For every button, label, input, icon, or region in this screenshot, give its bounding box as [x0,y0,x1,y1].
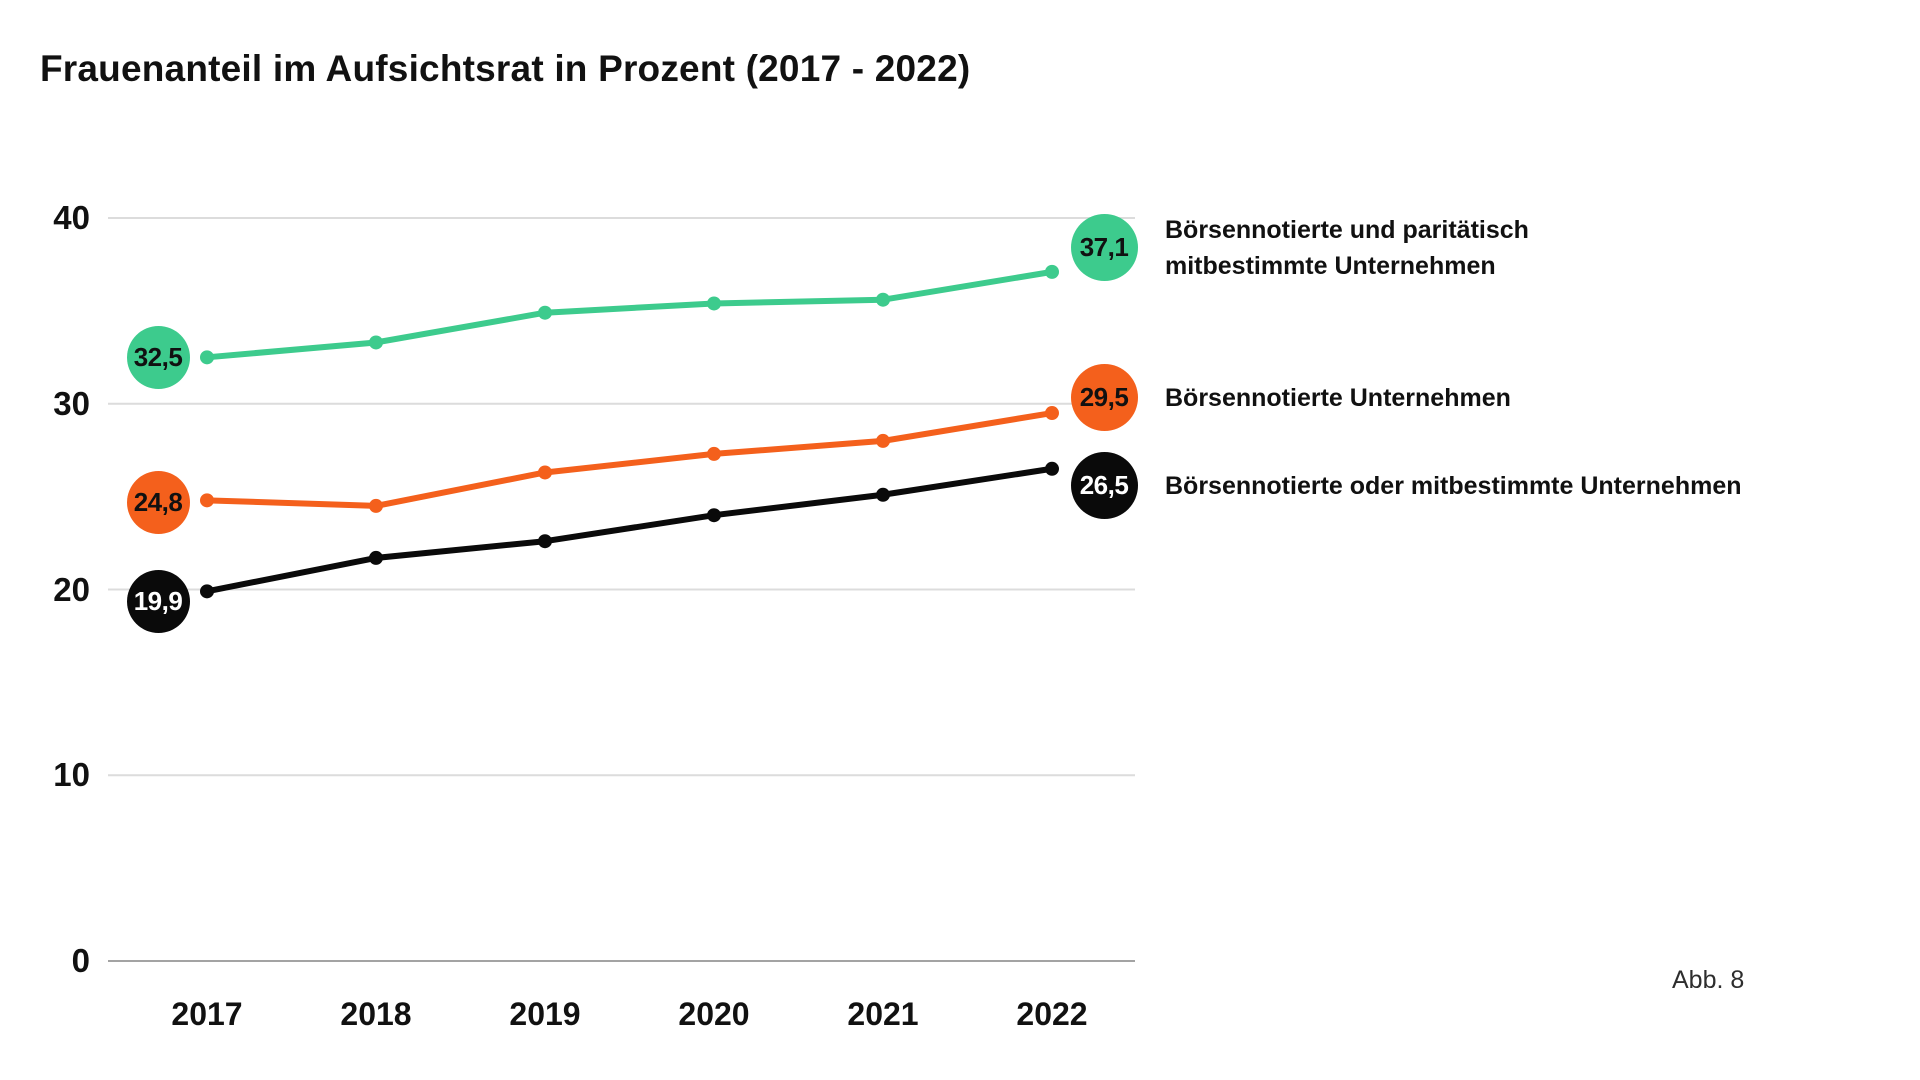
legend-item-boersennotierte-und-paritaetisch-mitbestimmte: Börsennotierte und paritätisch mitbestim… [1165,212,1529,284]
data-point-marker [1045,264,1059,279]
y-axis-label-40: 40 [53,199,90,236]
legend-item-boersennotierte: Börsennotierte Unternehmen [1165,380,1511,416]
data-point-marker [707,508,721,523]
value-badge: 29,5 [1070,363,1138,431]
value-badge: 19,9 [126,569,190,633]
data-point-marker [876,292,890,307]
x-axis-label-2017: 2017 [171,996,243,1032]
data-point-marker [1045,461,1059,476]
x-axis-label-2018: 2018 [340,996,412,1032]
series-line-0 [204,268,1055,361]
data-point-marker [538,465,552,480]
data-point-marker [707,446,721,461]
value-badge: 37,1 [1070,214,1138,282]
data-point-marker [200,584,214,599]
value-badge: 26,5 [1070,452,1138,520]
value-badge: 24,8 [126,470,190,534]
data-point-marker [876,487,890,502]
data-point-marker [707,296,721,311]
data-point-marker [200,350,214,365]
data-point-marker [538,305,552,320]
series-line-1 [204,410,1055,509]
data-point-marker [369,335,383,350]
data-point-marker [369,498,383,513]
legend-label: Börsennotierte oder mitbestimmte Unterne… [1165,472,1742,500]
y-axis-label-10: 10 [53,756,90,794]
legend-label-line2: mitbestimmte Unternehmen [1165,252,1496,280]
y-axis-label-30: 30 [53,384,90,422]
y-axis-label-0: 0 [71,942,90,979]
series-line-2 [204,465,1055,595]
x-axis-label-2021: 2021 [847,996,919,1032]
data-point-marker [369,550,383,565]
x-axis-label-2020: 2020 [678,996,750,1032]
y-axis-label-20: 20 [53,570,90,608]
value-badge: 32,5 [126,325,190,389]
figure-caption: Abb. 8 [1672,966,1745,994]
legend-label-line1: Börsennotierte und paritätisch [1165,216,1529,244]
data-point-marker [200,493,214,508]
legend-item-boersennotierte-oder-mitbestimmte: Börsennotierte oder mitbestimmte Unterne… [1165,468,1742,504]
x-axis-label-2019: 2019 [509,996,581,1032]
data-point-marker [1045,406,1059,421]
data-point-marker [876,433,890,448]
chart-title: Frauenanteil im Aufsichtsrat in Prozent … [40,48,971,89]
data-point-marker [538,534,552,549]
legend-label: Börsennotierte Unternehmen [1165,384,1511,412]
x-axis-label-2022: 2022 [1016,996,1088,1032]
